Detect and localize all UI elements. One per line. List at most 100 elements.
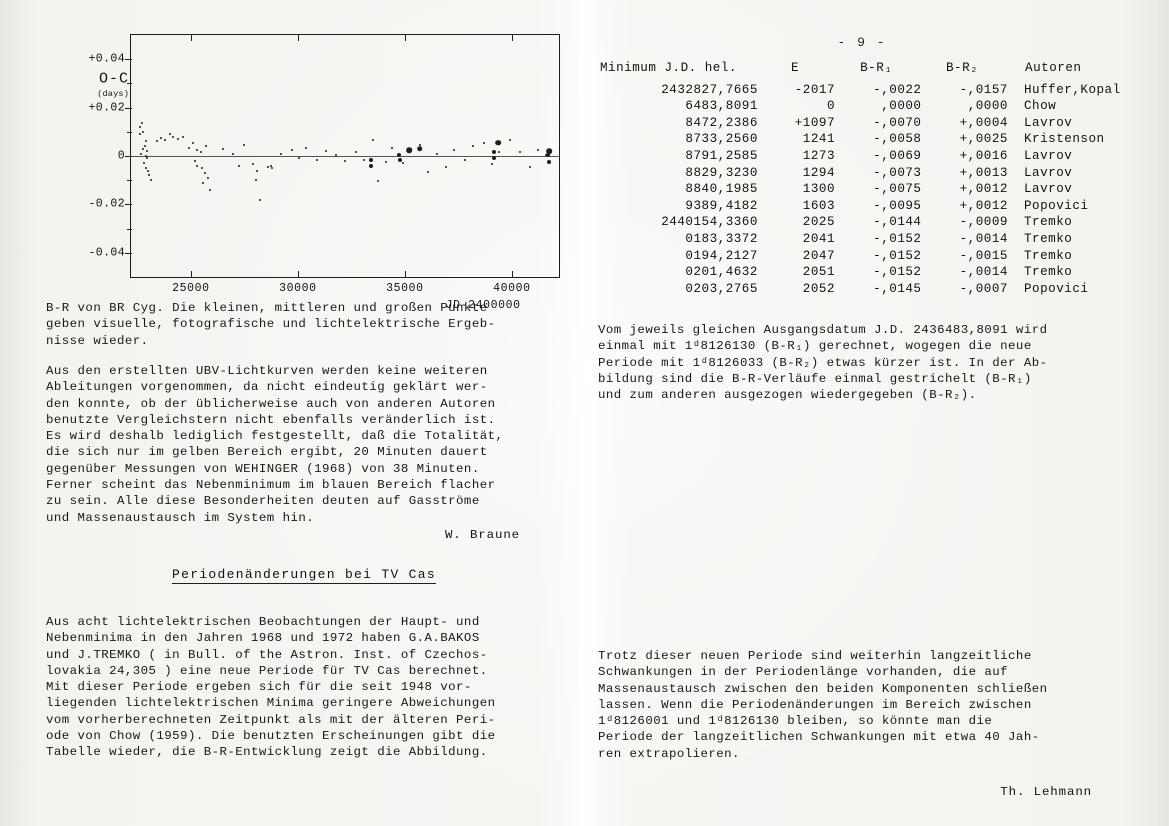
chart1-data-point xyxy=(371,139,374,142)
table-row: 9389,4182 1603 -,0095 +,0012 Popovici xyxy=(600,198,1165,215)
chart1-data-point xyxy=(290,148,293,151)
cell-au: Tremko xyxy=(1023,248,1073,263)
cell-b2: +,0004 xyxy=(959,115,1008,130)
chart1-y-minor-tick xyxy=(127,83,132,85)
chart1-data-point xyxy=(483,141,486,144)
chart-br-cyg-oc: O-C (days) JD-2400000 +0.04 +0.02 0 -0.02 -0… xyxy=(22,28,567,312)
chart1-data-point xyxy=(391,146,394,149)
cell-jd: 2432827,7665 xyxy=(661,82,758,97)
chart1-x-tick xyxy=(297,271,299,278)
col-header-br2: B-R₂ xyxy=(945,61,979,75)
chart1-x-ticklabel: 25000 xyxy=(172,282,210,295)
chart1-zero-line xyxy=(131,156,559,157)
cell-b1: -,0144 xyxy=(873,215,922,230)
cell-e: 2051 xyxy=(802,265,836,280)
chart1-data-point xyxy=(141,130,144,133)
cell-b1: -,0152 xyxy=(873,248,922,263)
cell-b2: +,0016 xyxy=(959,148,1008,163)
chart1-data-point xyxy=(427,170,430,173)
chart1-data-point xyxy=(369,163,374,168)
cell-e: -2017 xyxy=(794,82,836,97)
cell-b1: -,0152 xyxy=(873,265,922,280)
cell-b1: -,0070 xyxy=(873,115,922,130)
cell-e: 2041 xyxy=(802,231,836,246)
chart1-data-point xyxy=(546,160,551,165)
chart1-data-point xyxy=(138,133,141,136)
col-header-autoren: Autoren xyxy=(1025,61,1082,75)
chart1-data-point xyxy=(150,179,153,182)
cell-jd: 8829,3230 xyxy=(685,165,758,180)
chart1-data-point xyxy=(146,169,149,172)
chart1-data-point xyxy=(204,145,207,148)
chart1-x-ticklabel: 40000 xyxy=(493,282,531,295)
table-body: 2432827,7665 -2017 -,0022 -,0157 Huffer,Kopa… xyxy=(600,82,1165,298)
chart1-data-point xyxy=(271,167,274,170)
chart1-data-point xyxy=(490,163,493,166)
cell-e: +1097 xyxy=(794,115,836,130)
cell-b1: -,0022 xyxy=(873,82,922,97)
cell-e: 1241 xyxy=(802,132,836,147)
cell-e: 1603 xyxy=(802,198,836,213)
chart1-data-point xyxy=(305,146,308,149)
cell-jd: 0183,3372 xyxy=(685,231,758,246)
col-header-jd: Minimum J.D. hel. xyxy=(600,61,737,75)
chart1-plot-frame: O-C (days) JD-2400000 +0.04 +0.02 0 -0.02 -0… xyxy=(88,34,560,312)
cell-b1: -,0145 xyxy=(873,281,922,296)
chart1-x-ticklabel: 30000 xyxy=(279,282,317,295)
section-heading-tv-cas: Periodenänderungen bei TV Cas xyxy=(172,567,436,584)
chart1-data-point xyxy=(176,138,179,141)
chart1-data-point xyxy=(201,181,204,184)
left-column: O-C (days) JD-2400000 +0.04 +0.02 0 -0.02 -0… xyxy=(0,0,578,826)
chart1-data-point xyxy=(255,179,258,182)
table-row: 8840,1985 1300 -,0075 +,0012 Lavrov xyxy=(600,181,1165,198)
chart1-data-point xyxy=(187,146,190,149)
chart1-data-point xyxy=(363,158,366,161)
chart1-y-ticklabel: +0.02 xyxy=(88,101,125,115)
chart1-data-point xyxy=(396,152,401,157)
chart1-data-point xyxy=(324,150,327,153)
cell-b1: -,0095 xyxy=(873,198,922,213)
table-header-row: Minimum J.D. hel. E B-R₁ B-R₂ Autoren xyxy=(600,60,1165,77)
cell-b2: -,0014 xyxy=(959,231,1008,246)
cell-b1: -,0075 xyxy=(873,182,922,197)
chart1-data-point xyxy=(546,148,553,154)
chart1-data-point xyxy=(238,164,241,167)
chart1-data-point xyxy=(508,139,511,142)
chart1-data-point xyxy=(418,144,421,147)
chart1-y-tick xyxy=(125,107,132,109)
chart1-data-point xyxy=(231,152,234,155)
chart1-data-point xyxy=(256,169,259,172)
chart1-data-point xyxy=(192,141,195,144)
chart1-data-point xyxy=(453,148,456,151)
cell-jd: 8733,2560 xyxy=(685,132,758,147)
cell-e: 2025 xyxy=(802,215,836,230)
chart1-data-point xyxy=(200,167,203,170)
right-column: - 9 - Minimum J.D. hel. E B-R₁ B-R₂ Auto… xyxy=(592,0,1169,826)
cell-b2: -,0009 xyxy=(959,215,1008,230)
chart1-y-tick xyxy=(125,204,132,206)
cell-b2: +,0012 xyxy=(959,198,1008,213)
cell-au: Tremko xyxy=(1023,231,1073,246)
chart1-data-point xyxy=(463,158,466,161)
chart1-data-point xyxy=(259,198,262,201)
cell-b2: -,0015 xyxy=(959,248,1008,263)
chart1-data-point xyxy=(545,153,548,156)
cell-b2: -,0007 xyxy=(959,281,1008,296)
chart1-data-point xyxy=(146,157,149,160)
chart1-data-point xyxy=(181,135,184,138)
signature-w-braune: W. Braune xyxy=(444,528,520,542)
chart1-data-point xyxy=(377,180,380,183)
chart1-ylabel: O-C xyxy=(98,70,129,88)
cell-e: 1300 xyxy=(802,182,836,197)
chart1-data-point xyxy=(144,167,147,170)
chart1-data-point xyxy=(279,152,282,155)
cell-b1: -,0058 xyxy=(873,132,922,147)
table-row: 0203,2765 2052 -,0145 -,0007 Popovici xyxy=(600,281,1165,298)
cell-jd: 0194,2127 xyxy=(685,248,758,263)
chart1-data-point xyxy=(492,156,497,161)
figure-caption-br-cyg: B-R von BR Cyg. Die kleinen, mittleren u… xyxy=(46,301,496,348)
cell-b1: -,0152 xyxy=(873,231,922,246)
cell-b2: ,0000 xyxy=(967,99,1008,114)
chart1-data-point xyxy=(270,164,273,167)
chart1-data-point xyxy=(384,161,387,164)
